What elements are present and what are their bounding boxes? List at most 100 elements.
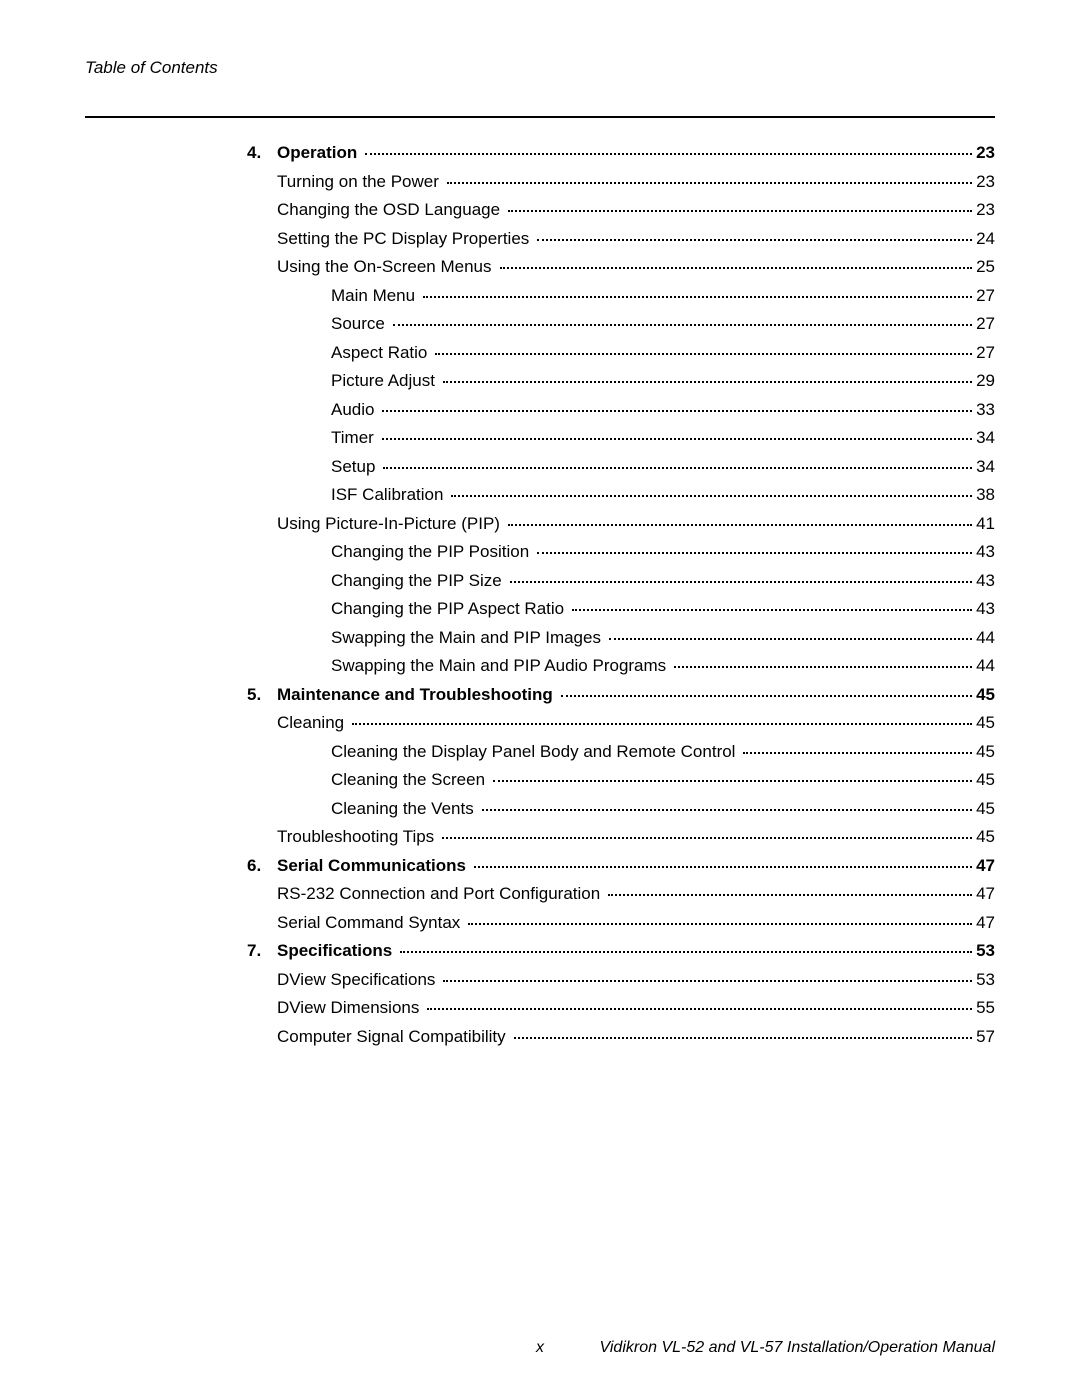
toc-page-number: 25 (974, 258, 995, 275)
toc-row: Using Picture-In-Picture (PIP) 41 (277, 515, 995, 532)
toc-leader (743, 752, 972, 754)
toc-entry-title: Audio (331, 401, 374, 418)
toc-entry-title: Serial Command Syntax (277, 914, 460, 931)
toc-row: 7.Specifications53 (277, 942, 995, 959)
toc-row: Setup 34 (277, 458, 995, 475)
toc-leader (572, 609, 972, 611)
toc-leader (443, 381, 972, 383)
toc-page-number: 24 (974, 230, 995, 247)
header-rule (85, 116, 995, 118)
toc-leader (442, 837, 972, 839)
toc-row: Setting the PC Display Properties 24 (277, 230, 995, 247)
toc-page-number: 38 (974, 486, 995, 503)
toc-entry-title: Troubleshooting Tips (277, 828, 434, 845)
toc-entry-title: Turning on the Power (277, 173, 439, 190)
toc-row: Source27 (277, 315, 995, 332)
toc-entry-title: Setting the PC Display Properties (277, 230, 529, 247)
toc-section-number: 7. (247, 942, 277, 959)
toc-page-number: 43 (974, 572, 995, 589)
toc-entry-title: Cleaning the Vents (331, 800, 474, 817)
toc-leader (493, 780, 972, 782)
toc-leader (427, 1008, 972, 1010)
toc-entry-title: Using Picture-In-Picture (PIP) (277, 515, 500, 532)
toc-row: Cleaning the Display Panel Body and Remo… (277, 743, 995, 760)
toc-leader (365, 153, 972, 155)
toc-row: Swapping the Main and PIP Images 44 (277, 629, 995, 646)
toc-page-number: 41 (974, 515, 995, 532)
toc-leader (393, 324, 972, 326)
toc-page-number: 44 (974, 657, 995, 674)
page: Table of Contents 4.Operation23Turning o… (0, 0, 1080, 1397)
toc-section-number: 6. (247, 857, 277, 874)
toc-row: Computer Signal Compatibility57 (277, 1028, 995, 1045)
toc-row: DView Dimensions55 (277, 999, 995, 1016)
toc-entry-title: Cleaning the Screen (331, 771, 485, 788)
toc-row: Using the On-Screen Menus 25 (277, 258, 995, 275)
table-of-contents: 4.Operation23Turning on the Power23Chang… (277, 144, 995, 1045)
toc-page-number: 45 (974, 800, 995, 817)
toc-row: Changing the PIP Size 43 (277, 572, 995, 589)
toc-row: Main Menu27 (277, 287, 995, 304)
toc-leader (447, 182, 972, 184)
toc-page-number: 27 (974, 287, 995, 304)
toc-leader (382, 438, 972, 440)
toc-page-number: 47 (974, 857, 995, 874)
toc-leader (468, 923, 972, 925)
toc-entry-title: Cleaning the Display Panel Body and Remo… (331, 743, 735, 760)
toc-entry-title: Setup (331, 458, 375, 475)
toc-leader (451, 495, 972, 497)
toc-entry-title: Source (331, 315, 385, 332)
toc-row: Cleaning the Vents 45 (277, 800, 995, 817)
toc-leader (608, 894, 972, 896)
toc-entry-title: Changing the PIP Position (331, 543, 529, 560)
toc-row: Picture Adjust 29 (277, 372, 995, 389)
toc-entry-title: Using the On-Screen Menus (277, 258, 492, 275)
header-title: Table of Contents (85, 58, 995, 78)
toc-page-number: 34 (974, 458, 995, 475)
toc-leader (435, 353, 972, 355)
toc-page-number: 45 (974, 714, 995, 731)
toc-page-number: 43 (974, 543, 995, 560)
toc-entry-title: DView Dimensions (277, 999, 419, 1016)
toc-page-number: 33 (974, 401, 995, 418)
toc-leader (423, 296, 972, 298)
toc-page-number: 45 (974, 828, 995, 845)
toc-entry-title: Computer Signal Compatibility (277, 1028, 506, 1045)
toc-row: DView Specifications53 (277, 971, 995, 988)
toc-row: Serial Command Syntax 47 (277, 914, 995, 931)
toc-page-number: 43 (974, 600, 995, 617)
toc-leader (500, 267, 973, 269)
toc-entry-title: Operation (277, 144, 357, 161)
toc-row: ISF Calibration38 (277, 486, 995, 503)
toc-leader (674, 666, 972, 668)
toc-leader (609, 638, 972, 640)
toc-section-number: 4. (247, 144, 277, 161)
toc-page-number: 23 (974, 173, 995, 190)
toc-entry-title: Changing the OSD Language (277, 201, 500, 218)
toc-row: Turning on the Power 23 (277, 173, 995, 190)
toc-row: 5.Maintenance and Troubleshooting45 (277, 686, 995, 703)
toc-leader (514, 1037, 972, 1039)
toc-page-number: 23 (974, 144, 995, 161)
toc-row: Swapping the Main and PIP Audio Programs… (277, 657, 995, 674)
toc-entry-title: Serial Communications (277, 857, 466, 874)
toc-page-number: 29 (974, 372, 995, 389)
toc-entry-title: Swapping the Main and PIP Images (331, 629, 601, 646)
toc-entry-title: DView Specifications (277, 971, 435, 988)
toc-page-number: 23 (974, 201, 995, 218)
toc-entry-title: Picture Adjust (331, 372, 435, 389)
toc-page-number: 44 (974, 629, 995, 646)
toc-leader (537, 552, 972, 554)
toc-page-number: 47 (974, 914, 995, 931)
toc-page-number: 45 (974, 686, 995, 703)
footer: x Vidikron VL-52 and VL-57 Installation/… (85, 1339, 995, 1357)
toc-leader (510, 581, 972, 583)
toc-entry-title: Changing the PIP Size (331, 572, 502, 589)
toc-leader (443, 980, 972, 982)
toc-leader (474, 866, 972, 868)
toc-page-number: 45 (974, 743, 995, 760)
toc-leader (400, 951, 972, 953)
toc-section-number: 5. (247, 686, 277, 703)
toc-row: Changing the PIP Position 43 (277, 543, 995, 560)
toc-leader (382, 410, 972, 412)
